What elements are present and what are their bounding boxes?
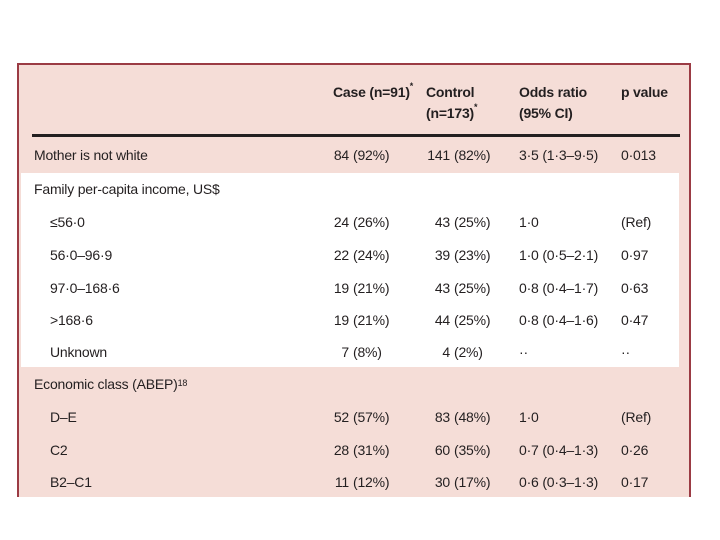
- header-rule: [32, 134, 680, 137]
- header-spacer: [34, 82, 333, 124]
- cell-empty: [621, 367, 689, 400]
- cell-odds-ratio: 0·8 (0·4–1·6): [519, 312, 599, 328]
- cell-case: 11 (12%): [334, 473, 390, 490]
- cell-odds-ratio: 1·0: [519, 213, 539, 230]
- cell-control: 43 (25%): [434, 279, 491, 296]
- cell-empty: [333, 173, 426, 205]
- cell-case: 52 (57%): [333, 408, 390, 425]
- cell-p-value: 0·97: [621, 246, 649, 263]
- cell-case: 84 (92%): [333, 147, 390, 163]
- cell-control: 60 (35%): [434, 441, 491, 458]
- cell-p-value: 0·47: [621, 312, 649, 328]
- header-control-line1: Control: [426, 84, 475, 100]
- section-row-economic-class: Economic class (ABEP) 18: [19, 367, 689, 400]
- row-label: ≤56·0: [50, 213, 85, 230]
- header-control-line2: (n=173)*: [426, 102, 478, 121]
- cell-control: 4 (2%): [442, 343, 483, 360]
- cell-case: 7 (8%): [341, 343, 382, 360]
- section-row-income: Family per-capita income, US$: [19, 173, 689, 205]
- row-label: Mother is not white: [34, 147, 148, 163]
- cell-empty: [333, 367, 426, 400]
- header-case-label: Case (n=91): [333, 84, 410, 100]
- table-row-income-97-168: 97·0–168·6 19 (21%) 43 (25%) 0·8 (0·4–1·7)…: [19, 271, 689, 304]
- cell-empty: [621, 173, 689, 205]
- cell-control: 30 (17%): [434, 473, 491, 490]
- cell-p-value: 0·013: [621, 147, 656, 163]
- table-row-mother-not-white: Mother is not white 84 (92%) 141 (82%) 3·5…: [19, 137, 689, 173]
- header-case: Case (n=91)*: [333, 82, 426, 124]
- table-row-class-c2: C2 28 (31%) 60 (35%) 0·7 (0·4–1·3) 0·26: [19, 433, 689, 466]
- row-label: 97·0–168·6: [50, 279, 120, 296]
- cell-odds-ratio: 0·6 (0·3–1·3): [519, 473, 599, 490]
- cell-empty: [426, 367, 519, 400]
- header-case-asterisk: *: [409, 81, 414, 92]
- header-control: Control (n=173)*: [426, 82, 519, 124]
- header-odds-line2: (95% CI): [519, 105, 573, 121]
- cell-case: 19 (21%): [333, 279, 390, 296]
- table-row-class-d-e: D–E 52 (57%) 83 (48%) 1·0 (Ref): [19, 400, 689, 433]
- cell-p-value: 0·17: [621, 473, 649, 490]
- cell-control: 141 (82%): [427, 147, 491, 163]
- cell-odds-ratio: ··: [519, 343, 528, 360]
- cell-control: 44 (25%): [434, 312, 491, 328]
- table-row-income-gt-168: >168·6 19 (21%) 44 (25%) 0·8 (0·4–1·6) 0·4…: [19, 304, 689, 336]
- row-label: 56·0–96·9: [50, 246, 113, 263]
- cell-p-value: 0·26: [621, 441, 649, 458]
- cell-empty: [519, 367, 621, 400]
- row-label: D–E: [50, 408, 77, 425]
- income-section-band: [21, 173, 679, 367]
- cell-control: 39 (23%): [434, 246, 491, 263]
- cell-p-value: (Ref): [621, 213, 652, 230]
- table-row-income-56-96: 56·0–96·9 22 (24%) 39 (23%) 1·0 (0·5–2·1) …: [19, 238, 689, 271]
- header-odds-ratio: Odds ratio (95% CI): [519, 82, 621, 124]
- cell-odds-ratio: 0·7 (0·4–1·3): [519, 441, 599, 458]
- table-row-income-unknown: Unknown 7 (8%) 4 (2%) ·· ··: [19, 336, 689, 367]
- row-label: B2–C1: [50, 473, 92, 490]
- cell-control: 83 (48%): [434, 408, 491, 425]
- table-header-row: Case (n=91)* Control (n=173)* Odds ratio…: [19, 82, 689, 124]
- cell-control: 43 (25%): [434, 213, 491, 230]
- header-p-value: p value: [621, 84, 668, 100]
- cell-case: 24 (26%): [333, 213, 390, 230]
- table-row-income-le-56: ≤56·0 24 (26%) 43 (25%) 1·0 (Ref): [19, 205, 689, 238]
- cell-case: 28 (31%): [333, 441, 390, 458]
- table-panel: Case (n=91)* Control (n=173)* Odds ratio…: [17, 63, 691, 497]
- cell-case: 19 (21%): [333, 312, 390, 328]
- row-label: >168·6: [50, 312, 93, 328]
- row-label: C2: [50, 441, 68, 458]
- header-control-asterisk: *: [474, 102, 478, 113]
- cell-odds-ratio: 0·8 (0·4–1·7): [519, 279, 599, 296]
- header-odds-line1: Odds ratio: [519, 84, 588, 100]
- cell-case: 22 (24%): [333, 246, 390, 263]
- section-label: Family per-capita income, US$: [34, 181, 220, 197]
- cell-empty: [426, 173, 519, 205]
- cell-odds-ratio: 1·0 (0·5–2·1): [519, 246, 599, 263]
- section-label: Economic class (ABEP) 18: [34, 375, 188, 392]
- cell-odds-ratio: 3·5 (1·3–9·5): [519, 147, 599, 163]
- cell-p-value: 0·63: [621, 279, 649, 296]
- cell-odds-ratio: 1·0: [519, 408, 539, 425]
- cell-p-value: (Ref): [621, 408, 652, 425]
- table-row-class-b2-c1: B2–C1 11 (12%) 30 (17%) 0·6 (0·3–1·3) 0·17: [19, 466, 689, 497]
- cell-empty: [519, 173, 621, 205]
- row-label: Unknown: [50, 343, 107, 360]
- table-body: Mother is not white 84 (92%) 141 (82%) 3·5…: [19, 137, 689, 497]
- cell-p-value: ··: [621, 343, 630, 360]
